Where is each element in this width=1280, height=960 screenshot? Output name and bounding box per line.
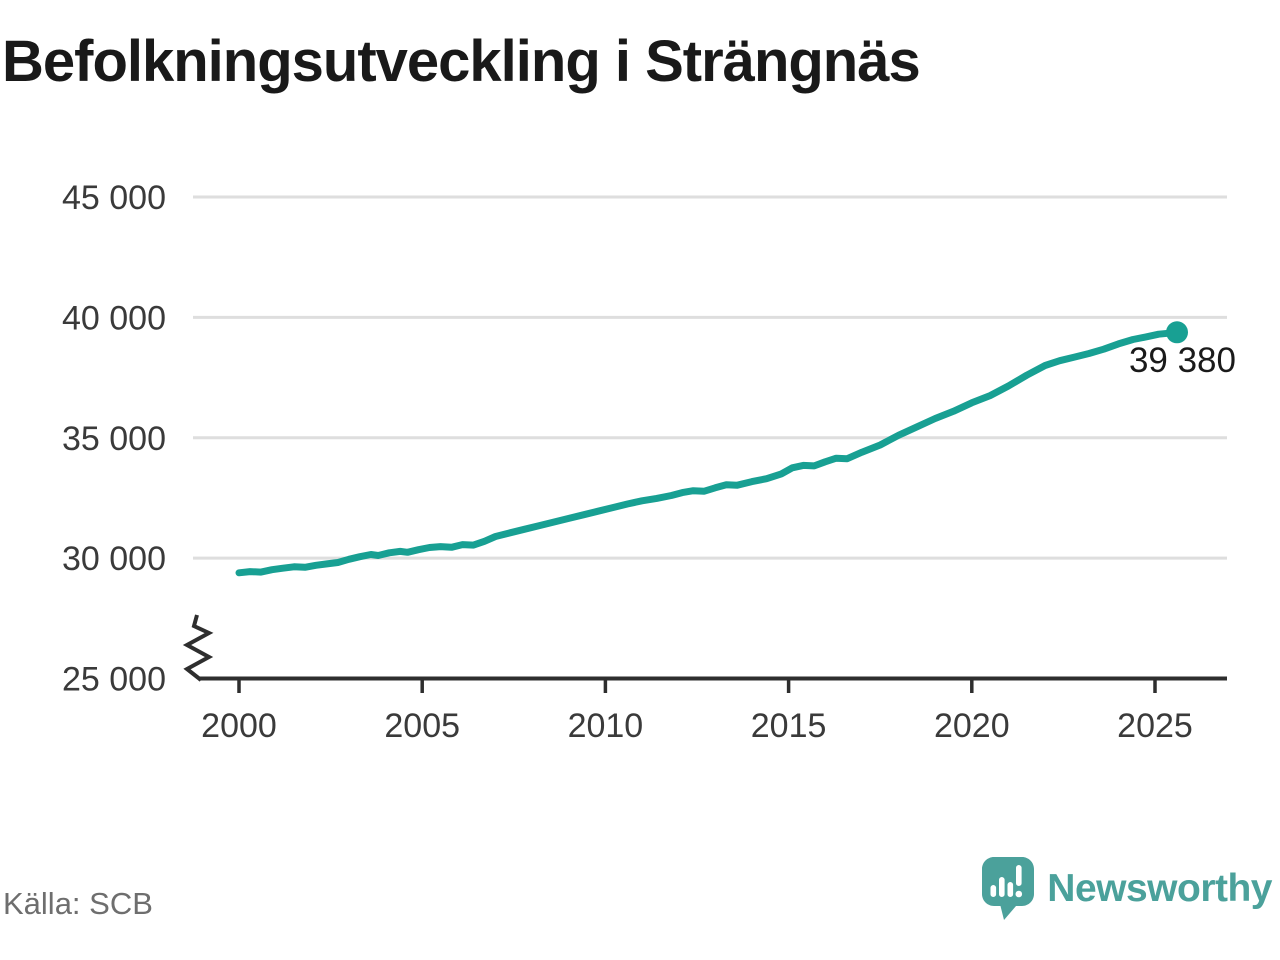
newsworthy-logo-icon	[982, 857, 1035, 920]
x-tick-label: 2010	[568, 707, 644, 745]
x-tick-label: 2025	[1117, 707, 1193, 745]
chart-title: Befolkningsutveckling i Strängnäs	[2, 29, 921, 94]
x-tick-label: 2020	[934, 707, 1010, 745]
source-note: Källa: SCB	[3, 886, 153, 921]
y-tick-label: 45 000	[62, 179, 166, 217]
y-tick-label: 30 000	[62, 540, 166, 578]
brand-name: Newsworthy	[1047, 867, 1272, 910]
end-point-marker	[1166, 321, 1188, 344]
y-tick-label: 25 000	[62, 661, 166, 699]
y-tick-label: 40 000	[62, 299, 166, 337]
x-tick-label: 2000	[201, 707, 277, 745]
axis-break-icon	[182, 614, 214, 682]
x-tick-label: 2005	[384, 707, 460, 745]
newsworthy-logo: Newsworthy	[981, 856, 1272, 922]
y-tick-label: 35 000	[62, 420, 166, 458]
bar-chart-bar-2-icon	[999, 877, 1005, 897]
bar-chart-bar-1-icon	[990, 885, 997, 897]
end-value-label: 39 380	[1129, 341, 1236, 380]
population-line	[235, 328, 1181, 577]
bar-chart-bar-3-icon	[1007, 882, 1014, 897]
exclamation-bar-icon	[1016, 865, 1022, 886]
x-tick-label: 2015	[751, 707, 827, 745]
exclamation-dot-icon	[1015, 890, 1023, 898]
